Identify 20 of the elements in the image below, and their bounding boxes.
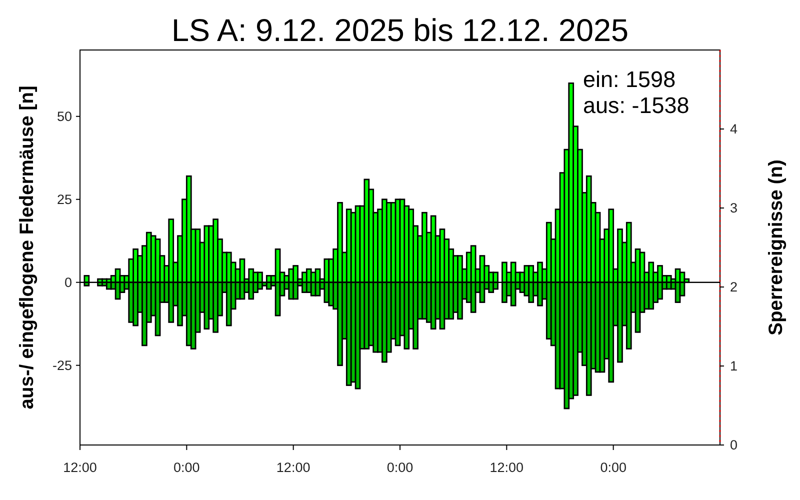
y2-tick-label: 0 — [730, 438, 738, 452]
y2-axis-title: Sperrereignisse (n) — [766, 160, 787, 336]
annotation: ein: 1598 — [583, 67, 676, 92]
y-tick-label: 50 — [56, 108, 72, 124]
x-tick-label: 12:00 — [63, 460, 97, 475]
y-tick-label: 0 — [64, 274, 72, 290]
x-tick-label: 12:00 — [276, 460, 310, 475]
x-tick-label: 0:00 — [600, 460, 626, 475]
y-axis-title: aus-/ eingeflogene Fledermäuse [n] — [17, 86, 38, 410]
y-tick-label: 25 — [56, 192, 72, 207]
x-tick-label: 0:00 — [174, 460, 200, 475]
y2-tick-label: 4 — [730, 122, 738, 136]
x-tick-label: 12:00 — [490, 460, 524, 475]
y2-tick-label: 3 — [730, 200, 738, 216]
chart-title: LS A: 9.12. 2025 bis 12.12. 2025 — [171, 12, 629, 48]
annotation: aus: -1538 — [583, 93, 690, 118]
y2-tick-label: 1 — [730, 358, 738, 374]
y2-tick-label: 2 — [730, 280, 738, 294]
y-tick-label: -25 — [52, 358, 72, 373]
x-tick-label: 0:00 — [386, 460, 414, 475]
